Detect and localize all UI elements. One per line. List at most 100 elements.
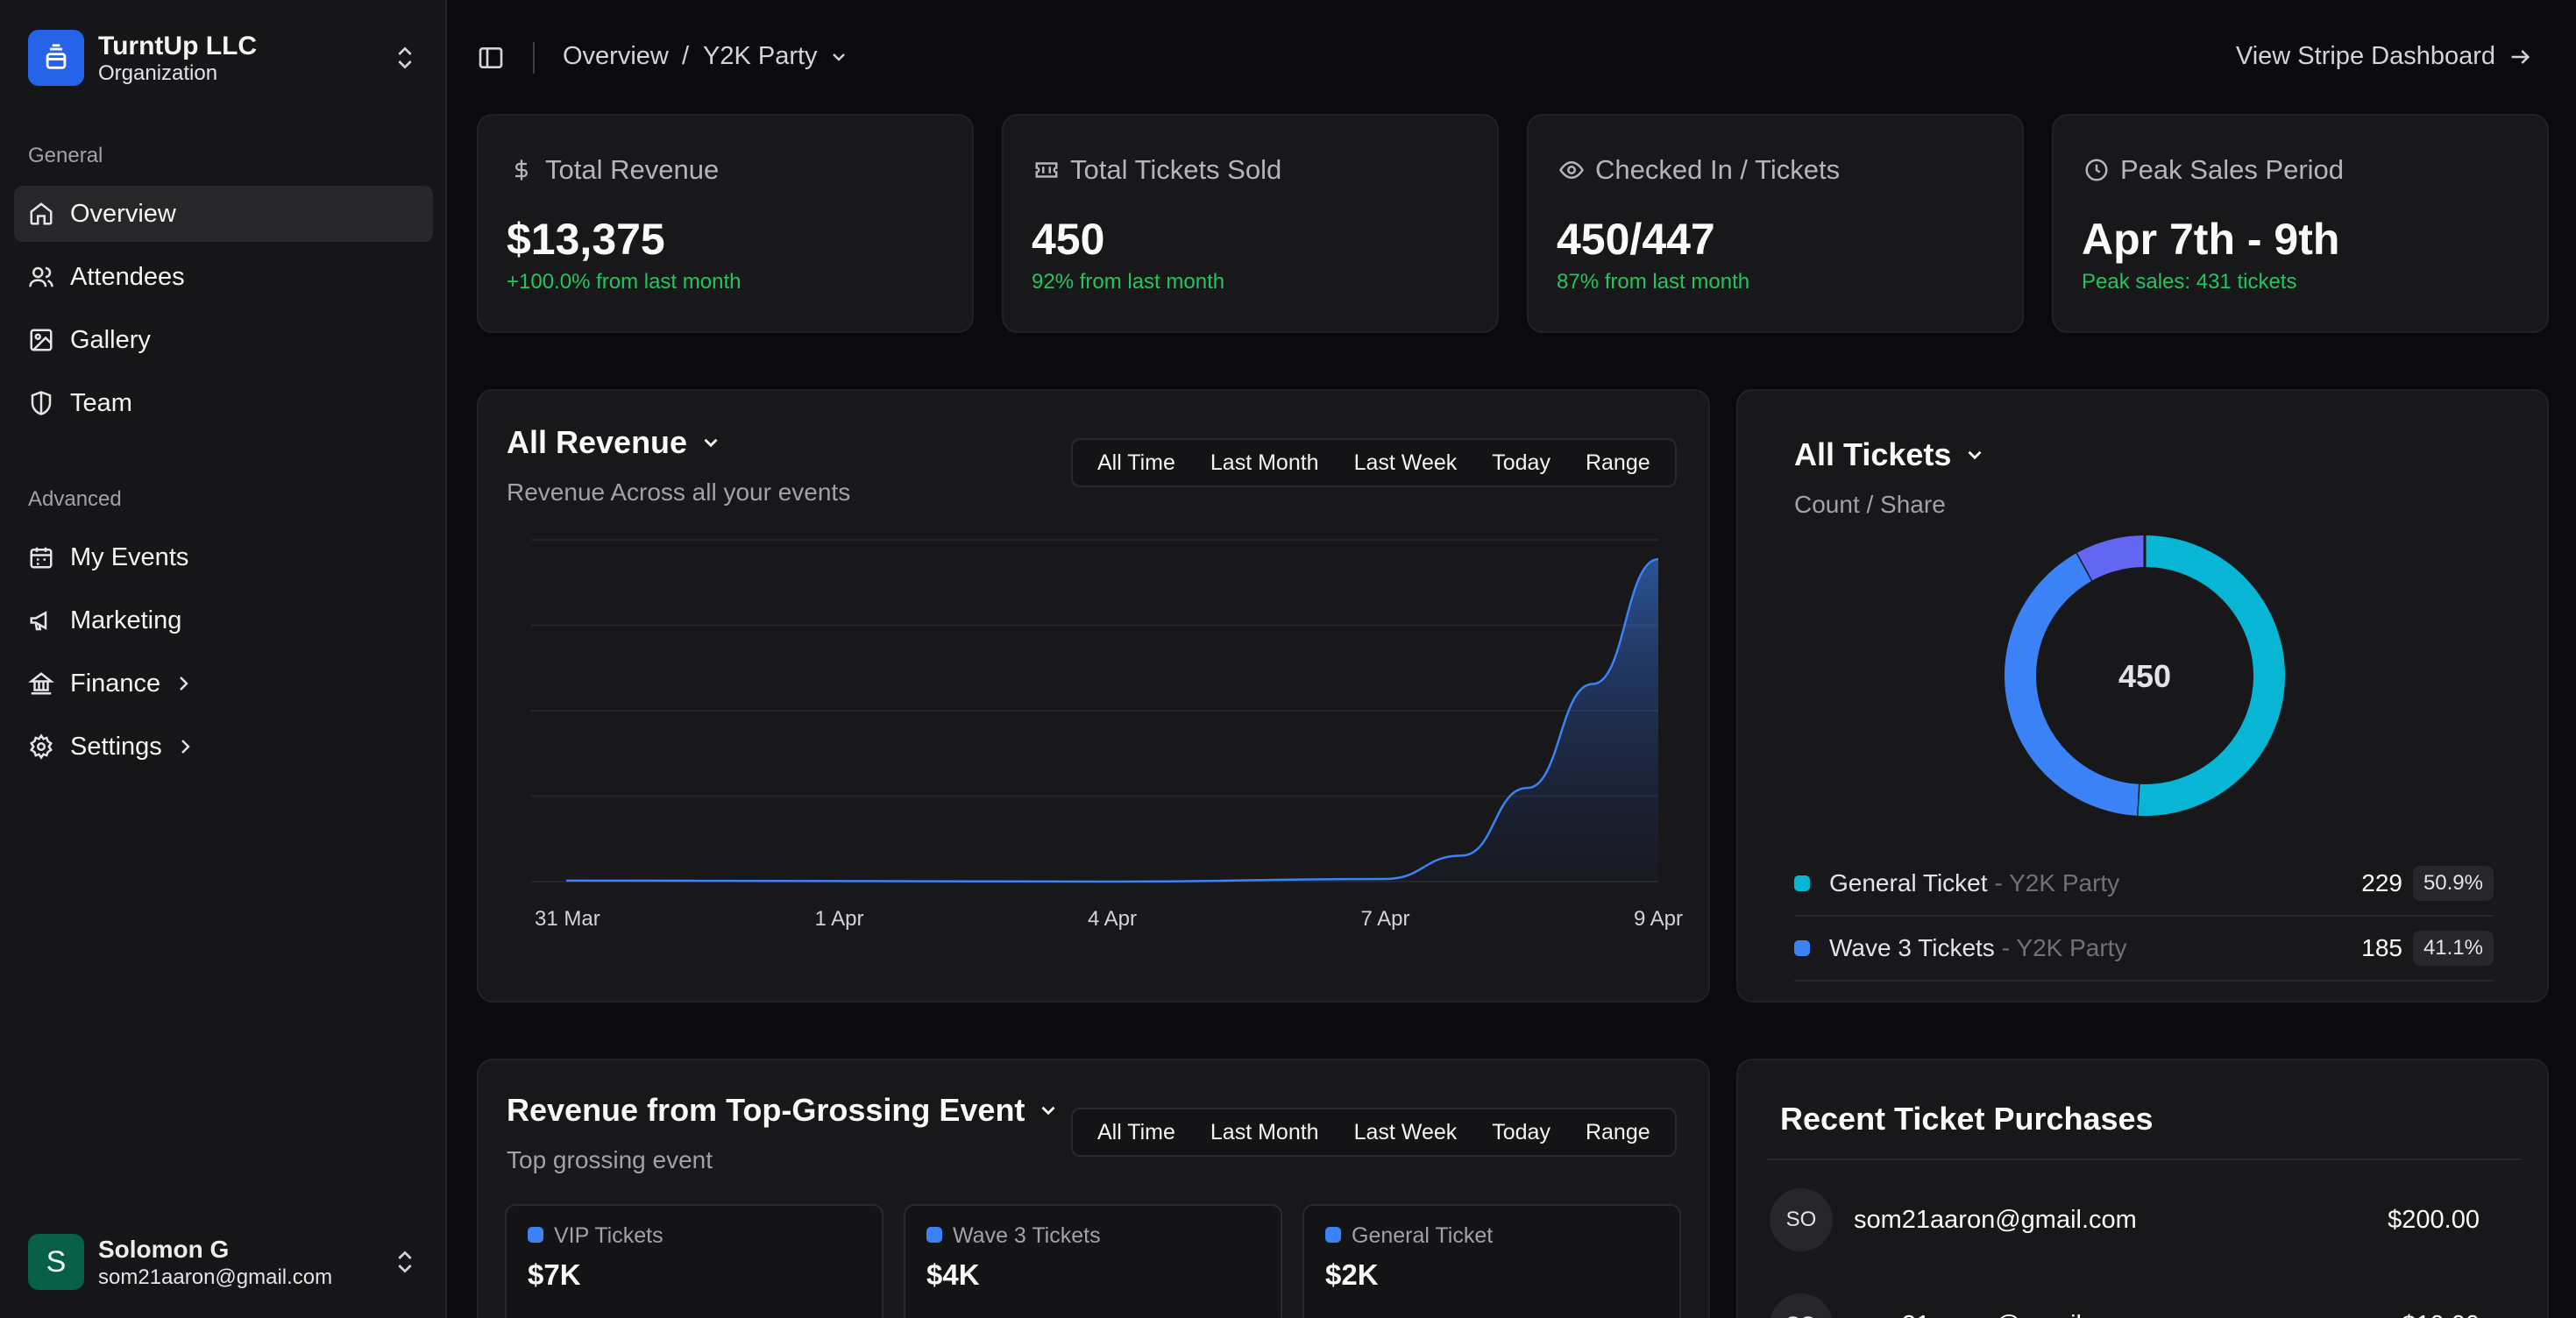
stat-card-checked-in: Checked In / Tickets 450/447 87% from la…: [1527, 114, 2024, 333]
org-type: Organization: [98, 61, 218, 85]
ticket-type-name: General Ticket: [1829, 869, 1988, 896]
breadcrumb-overview[interactable]: Overview: [563, 42, 669, 70]
breadcrumb-event-selector[interactable]: Y2K Party: [703, 42, 849, 71]
top-bar: Overview / Y2K Party View Stripe Dashboa…: [449, 0, 2576, 114]
donut-slice: [2137, 535, 2285, 816]
calendar-icon: [28, 544, 54, 570]
divider: [1766, 1159, 2522, 1160]
top-event-time-filter: All Time Last Month Last Week Today Rang…: [1071, 1108, 1677, 1157]
event-ticket-card: VIP Tickets $7K: [505, 1204, 884, 1318]
home-icon: [28, 201, 54, 227]
filter-range[interactable]: Range: [1585, 1119, 1650, 1144]
x-tick-label: 31 Mar: [535, 907, 600, 931]
tickets-subtitle: Count / Share: [1794, 491, 1946, 518]
revenue-chart-card: All Revenue Revenue Across all your even…: [477, 389, 1710, 1003]
x-tick-label: 1 Apr: [814, 907, 863, 931]
user-switcher[interactable]: S Solomon G som21aaron@gmail.com: [28, 1234, 419, 1290]
sidebar-item-marketing[interactable]: Marketing: [14, 592, 433, 648]
ticket-legend-row: General Ticket - Y2K Party 229 50.9%: [1794, 852, 2494, 917]
stat-header: Checked In / Tickets: [1558, 154, 1840, 186]
ticket-count: 229: [2361, 869, 2402, 896]
sidebar-item-finance[interactable]: Finance: [14, 655, 433, 712]
divider: [533, 42, 535, 74]
avatar: S: [28, 1234, 84, 1290]
stat-header: Total Revenue: [508, 154, 719, 186]
chevron-right-icon: [180, 677, 188, 691]
ticket-event-name: - Y2K Party: [2001, 934, 2127, 961]
chevron-down-icon: [1041, 1106, 1055, 1116]
sidebar-item-overview[interactable]: Overview: [14, 186, 433, 242]
shield-icon: [28, 390, 54, 416]
chevron-right-icon: [181, 740, 190, 754]
view-stripe-dashboard-link[interactable]: View Stripe Dashboard: [2236, 42, 2532, 71]
stat-change: Peak sales: 431 tickets: [2082, 270, 2297, 294]
filter-last-week[interactable]: Last Week: [1353, 450, 1458, 475]
purchase-amount: $200.00: [2388, 1205, 2480, 1234]
filter-all-time[interactable]: All Time: [1097, 450, 1175, 475]
users-icon: [28, 264, 54, 290]
sidebar-item-label: Overview: [70, 199, 176, 228]
event-ticket-label: Wave 3 Tickets: [953, 1223, 1101, 1248]
ticket-type-name: Wave 3 Tickets: [1829, 934, 1995, 961]
filter-today[interactable]: Today: [1492, 450, 1551, 475]
revenue-area: [566, 559, 1658, 882]
filter-last-month[interactable]: Last Month: [1210, 450, 1319, 475]
org-switcher[interactable]: TurntUp LLC Organization: [28, 30, 419, 86]
tickets-card: All Tickets Count / Share 450 General Ti…: [1736, 389, 2549, 1003]
sidebar-item-label: Gallery: [70, 325, 151, 354]
megaphone-icon: [28, 607, 54, 634]
stat-value: 450: [1032, 215, 1105, 264]
top-event-subtitle: Top grossing event: [507, 1146, 713, 1173]
gear-icon: [28, 733, 54, 760]
sidebar-item-team[interactable]: Team: [14, 375, 433, 431]
landmark-icon: [28, 670, 54, 697]
sidebar-item-settings[interactable]: Settings: [14, 719, 433, 775]
clock-icon: [2083, 157, 2110, 183]
purchase-email: som21aaron@gmail.com: [1854, 1311, 2137, 1318]
ticket-event-name: - Y2K Party: [1994, 869, 2120, 896]
filter-range[interactable]: Range: [1585, 450, 1650, 475]
org-name: TurntUp LLC: [98, 32, 258, 60]
revenue-line: [565, 557, 1659, 883]
x-tick-label: 4 Apr: [1088, 907, 1137, 931]
sidebar-toggle-icon[interactable]: [477, 44, 505, 72]
top-event-title-dropdown[interactable]: Revenue from Top-Grossing Event: [507, 1092, 1060, 1129]
purchase-email: som21aaron@gmail.com: [1854, 1205, 2137, 1234]
filter-last-week[interactable]: Last Week: [1353, 1119, 1458, 1144]
purchase-row[interactable]: SO som21aaron@gmail.com $10.00: [1770, 1290, 2480, 1318]
event-ticket-label: VIP Tickets: [554, 1223, 664, 1248]
legend-color-dot: [926, 1227, 942, 1243]
stat-value: 450/447: [1557, 215, 1715, 264]
stat-card-total-revenue: Total Revenue $13,375 +100.0% from last …: [477, 114, 974, 333]
revenue-title: All Revenue: [507, 424, 688, 460]
tickets-donut-chart: 450: [2005, 535, 2285, 816]
section-label-general: General: [28, 144, 103, 167]
revenue-title-dropdown[interactable]: All Revenue: [507, 424, 722, 461]
filter-all-time[interactable]: All Time: [1097, 1119, 1175, 1144]
event-ticket-value: $2K: [1325, 1258, 1379, 1291]
filter-today[interactable]: Today: [1492, 1119, 1551, 1144]
stripe-link-label: View Stripe Dashboard: [2235, 42, 2495, 70]
stat-value: Apr 7th - 9th: [2082, 215, 2340, 264]
sidebar-item-label: Marketing: [70, 606, 182, 634]
stat-change: 92% from last month: [1032, 270, 1225, 294]
purchase-amount: $10.00: [2402, 1311, 2480, 1318]
arrow-right-icon: [2511, 49, 2530, 64]
ticket-icon: [1033, 157, 1060, 183]
event-ticket-card: General Ticket $2K: [1302, 1204, 1681, 1318]
stat-card-peak-sales: Peak Sales Period Apr 7th - 9th Peak sal…: [2052, 114, 2549, 333]
org-logo-icon: [28, 30, 84, 86]
legend-color-dot: [1325, 1227, 1341, 1243]
stat-label: Total Tickets Sold: [1070, 154, 1282, 185]
filter-last-month[interactable]: Last Month: [1210, 1119, 1319, 1144]
sidebar-item-gallery[interactable]: Gallery: [14, 312, 433, 368]
sidebar-item-my-events[interactable]: My Events: [14, 529, 433, 585]
user-name: Solomon G: [98, 1236, 230, 1263]
ticket-share-badge: 50.9%: [2412, 866, 2494, 901]
revenue-subtitle: Revenue Across all your events: [507, 478, 851, 506]
sidebar-item-attendees[interactable]: Attendees: [14, 249, 433, 305]
recent-purchases-card: Recent Ticket Purchases SO som21aaron@gm…: [1736, 1059, 2549, 1318]
chevron-down-icon: [832, 53, 845, 61]
purchase-row[interactable]: SO som21aaron@gmail.com $200.00: [1770, 1185, 2480, 1255]
tickets-title-dropdown[interactable]: All Tickets: [1794, 436, 1986, 473]
